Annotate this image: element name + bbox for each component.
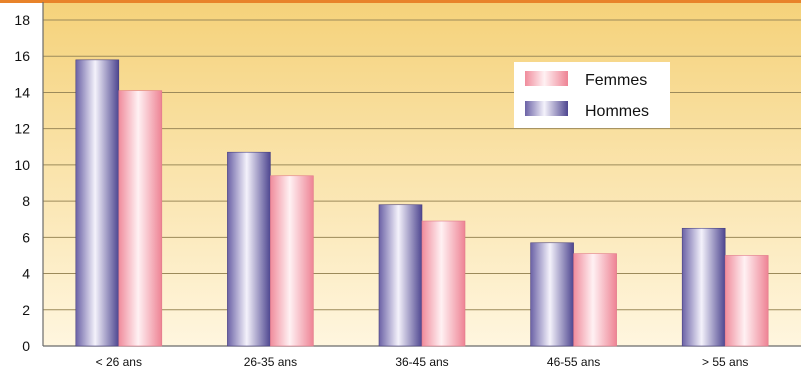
legend-swatch-femmes (525, 71, 568, 86)
bar-femmes-4 (724, 255, 769, 347)
legend: Femmes Hommes (514, 62, 670, 128)
x-tick-label: 46-55 ans (547, 355, 600, 369)
x-tick-label: > 55 ans (702, 355, 748, 369)
bar-hommes-1 (227, 151, 271, 347)
legend-label-hommes: Hommes (585, 103, 649, 120)
bar-hommes-0 (75, 59, 120, 347)
x-tick-label: < 26 ans (96, 355, 142, 369)
top-border (0, 0, 801, 3)
y-tick-label: 18 (14, 12, 30, 28)
y-tick-label: 10 (14, 157, 30, 173)
bar-femmes-0 (118, 90, 163, 347)
y-tick-label: 16 (14, 48, 30, 64)
y-tick-label: 0 (22, 338, 30, 354)
bar-hommes-2 (378, 204, 423, 347)
bar-femmes-2 (421, 220, 466, 347)
bar-hommes-4 (681, 227, 726, 347)
y-tick-label: 6 (22, 229, 30, 245)
bars (75, 59, 769, 347)
y-tick-label: 2 (22, 302, 30, 318)
legend-label-femmes: Femmes (585, 72, 647, 89)
bar-femmes-3 (573, 253, 617, 347)
y-tick-label: 12 (14, 121, 30, 137)
y-tick-label: 14 (14, 84, 30, 100)
x-axis: < 26 ans 26-35 ans 36-45 ans 46-55 ans > 55 … (96, 355, 749, 369)
y-tick-label: 8 (22, 193, 30, 209)
bar-hommes-3 (530, 242, 574, 347)
bar-femmes-1 (270, 175, 314, 347)
y-tick-label: 4 (22, 266, 30, 282)
x-tick-label: 26-35 ans (244, 355, 297, 369)
x-tick-label: 36-45 ans (395, 355, 448, 369)
legend-swatch-hommes (525, 101, 568, 116)
